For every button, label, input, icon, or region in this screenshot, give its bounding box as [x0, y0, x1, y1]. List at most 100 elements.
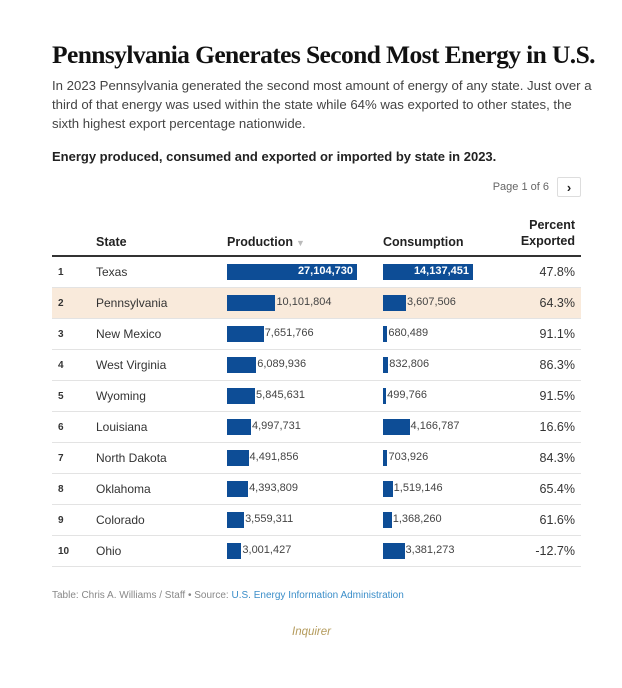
- rank-cell: 9: [58, 515, 64, 526]
- percent-exported-cell: 91.5%: [539, 389, 575, 403]
- state-cell: North Dakota: [96, 451, 167, 465]
- production-bar: [227, 388, 256, 404]
- column-header-production[interactable]: Production ▼: [227, 235, 305, 249]
- table-row: 9 Colorado 3,559,311 1,368,260 61.6%: [52, 505, 581, 536]
- state-cell: Pennsylvania: [96, 296, 168, 310]
- chevron-right-icon: ›: [566, 179, 572, 195]
- state-cell: Oklahoma: [96, 482, 151, 496]
- graphic-container: Pennsylvania Generates Second Most Energ…: [52, 40, 596, 688]
- consumption-bar: [383, 388, 387, 404]
- consumption-value: 4,166,787: [410, 420, 460, 432]
- table-row: 8 Oklahoma 4,393,809 1,519,146 65.4%: [52, 474, 581, 505]
- consumption-value: 3,381,273: [405, 544, 455, 556]
- consumption-bar: [383, 543, 405, 559]
- percent-exported-cell: 84.3%: [539, 451, 575, 465]
- state-cell: Wyoming: [96, 389, 146, 403]
- rank-cell: 5: [58, 391, 64, 402]
- description: In 2023 Pennsylvania generated the secon…: [52, 78, 592, 131]
- state-cell: Colorado: [96, 513, 145, 527]
- production-value: 4,393,809: [249, 482, 298, 494]
- rank-cell: 1: [58, 267, 64, 278]
- state-cell: West Virginia: [96, 358, 167, 372]
- production-bar: [227, 481, 249, 497]
- rank-cell: 10: [58, 546, 70, 557]
- table-subtitle: Energy produced, consumed and exported o…: [52, 149, 497, 164]
- consumption-bar: [383, 357, 389, 373]
- consumption-value: 832,806: [389, 358, 430, 370]
- production-bar: [227, 512, 245, 528]
- production-value: 3,001,427: [242, 544, 292, 556]
- sort-descending-icon: ▼: [295, 238, 305, 248]
- table-row: 5 Wyoming 5,845,631 499,766 91.5%: [52, 381, 581, 412]
- percent-exported-cell: 65.4%: [539, 482, 575, 496]
- production-bar: [227, 295, 276, 311]
- consumption-bar: [383, 295, 406, 311]
- consumption-value: 1,368,260: [392, 513, 442, 525]
- production-value: 3,559,311: [245, 513, 294, 525]
- table-row: 7 North Dakota 4,491,856 703,926 84.3%: [52, 443, 581, 474]
- percent-exported-cell: 86.3%: [539, 358, 575, 372]
- table-row: 1 Texas 27,104,730 14,137,451 47.8%: [52, 257, 581, 288]
- source-credit: Table: Chris A. Williams / Staff • Sourc…: [52, 589, 581, 602]
- percent-exported-cell: 47.8%: [539, 265, 575, 279]
- production-value: 5,845,631: [256, 389, 305, 401]
- consumption-value: 499,766: [387, 389, 427, 401]
- table-row: 2 Pennsylvania 10,101,804 3,607,506 64.3%: [52, 288, 581, 319]
- credit-text: Table: Chris A. Williams / Staff • Sourc…: [52, 590, 232, 601]
- rank-cell: 2: [58, 298, 64, 309]
- state-cell: Louisiana: [96, 420, 148, 434]
- page-title: Pennsylvania Generates Second Most Energ…: [52, 40, 596, 69]
- table-row: 6 Louisiana 4,997,731 4,166,787 16.6%: [52, 412, 581, 443]
- rank-cell: 6: [58, 422, 64, 433]
- production-value: 6,089,936: [257, 358, 307, 370]
- consumption-value: 3,607,506: [406, 296, 456, 308]
- production-bar: [227, 326, 264, 342]
- rank-cell: 7: [58, 453, 64, 464]
- column-header-percent-exported[interactable]: Percent Exported: [520, 218, 575, 248]
- production-bar: [227, 357, 257, 373]
- rank-cell: 4: [58, 360, 64, 371]
- percent-exported-cell: 91.1%: [539, 327, 575, 341]
- production-value: 7,651,766: [264, 327, 314, 339]
- percent-exported-cell: 61.6%: [539, 513, 575, 527]
- column-header-state[interactable]: State: [96, 235, 127, 249]
- production-bar: [227, 264, 357, 280]
- consumption-bar: [383, 450, 388, 466]
- percent-exported-cell: 64.3%: [539, 296, 575, 310]
- rank-cell: 3: [58, 329, 64, 340]
- production-value: 27,104,730: [297, 265, 353, 277]
- next-page-button[interactable]: ›: [557, 177, 581, 197]
- consumption-value: 14,137,451: [413, 265, 469, 277]
- table-body: 1 Texas 27,104,730 14,137,451 47.8% 2 Pennsylv…: [52, 257, 581, 567]
- percent-exported-cell: -12.7%: [535, 544, 575, 558]
- consumption-value: 680,489: [388, 327, 429, 339]
- state-cell: Texas: [96, 265, 128, 279]
- table-row: 4 West Virginia 6,089,936 832,806 86.3%: [52, 350, 581, 381]
- rank-cell: 8: [58, 484, 64, 495]
- table-row: 3 New Mexico 7,651,766 680,489 91.1%: [52, 319, 581, 350]
- inquirer-logo: Inquirer: [292, 626, 331, 638]
- percent-exported-cell: 16.6%: [539, 420, 575, 434]
- pagination: Page 1 of 6 ›: [52, 177, 581, 197]
- state-cell: Ohio: [96, 544, 122, 558]
- consumption-value: 1,519,146: [393, 482, 443, 494]
- page-indicator: Page 1 of 6: [492, 181, 549, 193]
- production-bar: [227, 419, 251, 435]
- table-header: State Production ▼ Consumption Percent Ex…: [52, 217, 581, 257]
- column-header-consumption[interactable]: Consumption: [383, 235, 464, 249]
- production-value: 4,491,856: [249, 451, 299, 463]
- state-cell: New Mexico: [96, 327, 162, 341]
- consumption-bar: [383, 512, 392, 528]
- production-value: 4,997,731: [251, 420, 301, 432]
- column-header-label: Production: [227, 235, 293, 249]
- consumption-value: 703,926: [388, 451, 429, 463]
- production-bar: [227, 450, 249, 466]
- production-value: 10,101,804: [276, 296, 332, 308]
- consumption-bar: [383, 326, 388, 342]
- production-bar: [227, 543, 242, 559]
- consumption-bar: [383, 419, 410, 435]
- table-row: 10 Ohio 3,001,427 3,381,273 -12.7%: [52, 536, 581, 567]
- consumption-bar: [383, 264, 473, 280]
- source-link[interactable]: U.S. Energy Information Administration: [231, 590, 404, 601]
- consumption-bar: [383, 481, 393, 497]
